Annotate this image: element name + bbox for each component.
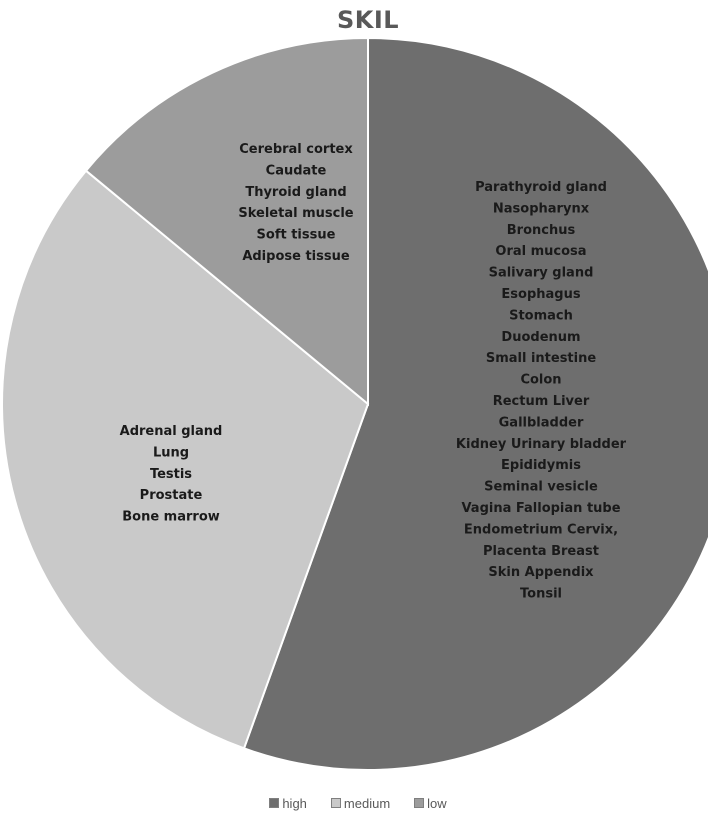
slice-label-high: Stomach <box>509 308 573 323</box>
slice-label-group-medium: Adrenal gland Lung Testis Prostate Bone marr… <box>120 424 223 525</box>
pie-slice-high <box>242 36 708 771</box>
legend-item-medium: medium <box>330 796 391 811</box>
slice-label-high: Esophagus <box>501 287 580 302</box>
slice-label-high: Parathyroid gland <box>475 180 607 195</box>
pie-slice-low <box>84 36 369 407</box>
slice-label-high: Oral mucosa <box>495 244 586 259</box>
slice-label-medium: Adrenal gland <box>120 424 223 439</box>
slice-label-high: Epididymis <box>501 458 581 473</box>
slice-label-high: Gallbladder <box>499 415 584 430</box>
slice-label-high: Vagina Fallopian tube <box>461 501 620 516</box>
legend-swatch-low <box>414 798 425 808</box>
legend-label-medium: medium <box>343 796 391 811</box>
slice-label-high: Tonsil <box>520 587 562 602</box>
slice-label-low: Caudate <box>266 163 327 178</box>
slice-label-high: Colon <box>520 373 561 388</box>
slice-label-low: Soft tissue <box>257 228 336 243</box>
slice-label-medium: Prostate <box>140 488 203 503</box>
legend-swatch-high <box>269 798 280 808</box>
slice-label-high: Endometrium Cervix, <box>464 522 618 537</box>
slice-label-high: Rectum Liver <box>493 394 590 409</box>
legend-item-low: low <box>414 796 447 811</box>
legend-label-high: high <box>282 796 307 811</box>
slice-label-group-low: Cerebral cortex Caudate Thyroid gland Skele… <box>238 142 353 264</box>
slice-label-medium: Bone marrow <box>122 510 220 525</box>
slice-label-low: Cerebral cortex <box>239 142 353 157</box>
pie-slice-medium <box>1 169 370 750</box>
slice-label-high: Nasopharynx <box>493 201 590 216</box>
legend: high medium low <box>0 796 708 811</box>
slice-label-high: Duodenum <box>501 330 580 345</box>
slice-label-medium: Testis <box>150 467 192 482</box>
slice-label-medium: Lung <box>153 445 189 460</box>
slice-label-low: Thyroid gland <box>245 185 346 200</box>
legend-swatch-medium <box>330 798 341 808</box>
slice-label-high: Bronchus <box>507 223 576 238</box>
legend-label-low: low <box>427 796 447 811</box>
slice-label-high: Salivary gland <box>489 266 594 281</box>
slice-label-group-high: Parathyroid gland Nasopharynx Bronchus Oral… <box>456 180 627 602</box>
legend-item-high: high <box>269 796 307 811</box>
chart-title: SKIL <box>336 6 400 34</box>
slice-label-high: Kidney Urinary bladder <box>456 437 627 452</box>
slice-label-high: Placenta Breast <box>483 544 599 559</box>
slice-label-high: Seminal vesicle <box>484 480 598 495</box>
slice-label-low: Adipose tissue <box>242 249 350 264</box>
slice-label-high: Skin Appendix <box>488 565 594 580</box>
slice-label-low: Skeletal muscle <box>238 206 353 221</box>
slice-label-high: Small intestine <box>486 351 597 366</box>
